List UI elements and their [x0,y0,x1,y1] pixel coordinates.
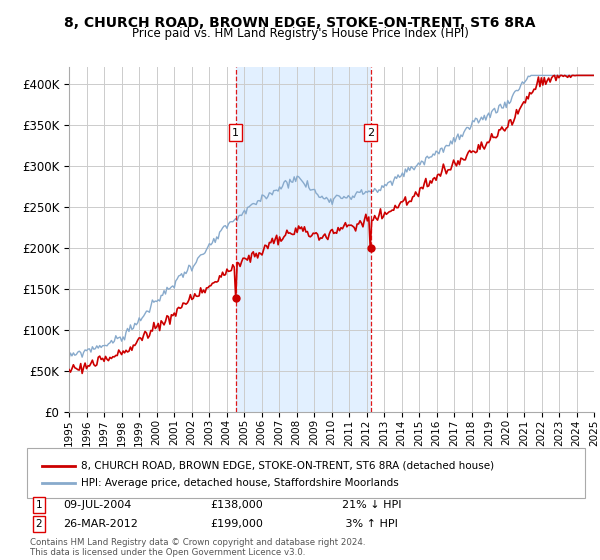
Text: 3% ↑ HPI: 3% ↑ HPI [342,519,398,529]
Text: 2: 2 [35,519,43,529]
Text: HPI: Average price, detached house, Staffordshire Moorlands: HPI: Average price, detached house, Staf… [81,478,399,488]
Bar [236,67,371,412]
Text: £138,000: £138,000 [210,500,263,510]
Text: £199,000: £199,000 [210,519,263,529]
Text: 1: 1 [35,500,43,510]
Text: 8, CHURCH ROAD, BROWN EDGE, STOKE-ON-TRENT, ST6 8RA: 8, CHURCH ROAD, BROWN EDGE, STOKE-ON-TRE… [64,16,536,30]
Text: 09-JUL-2004: 09-JUL-2004 [63,500,131,510]
Text: 2: 2 [367,128,374,138]
Text: Price paid vs. HM Land Registry's House Price Index (HPI): Price paid vs. HM Land Registry's House … [131,27,469,40]
Text: 21% ↓ HPI: 21% ↓ HPI [342,500,401,510]
Text: Contains HM Land Registry data © Crown copyright and database right 2024.
This d: Contains HM Land Registry data © Crown c… [30,538,365,557]
Text: 26-MAR-2012: 26-MAR-2012 [63,519,138,529]
Text: 8, CHURCH ROAD, BROWN EDGE, STOKE-ON-TRENT, ST6 8RA (detached house): 8, CHURCH ROAD, BROWN EDGE, STOKE-ON-TRE… [81,461,494,471]
Text: 1: 1 [232,128,239,138]
